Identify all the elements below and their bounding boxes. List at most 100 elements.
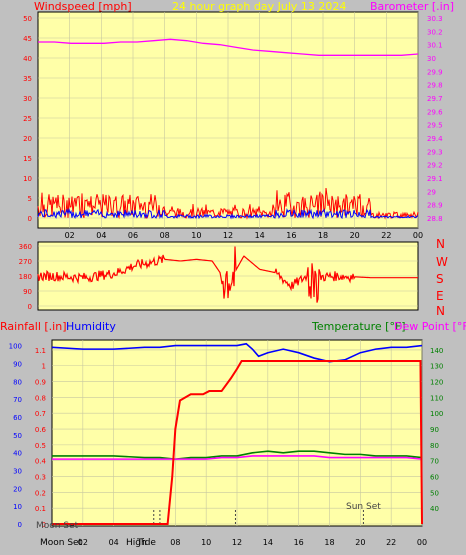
rainfall-tick-label: 0 xyxy=(42,521,46,529)
windspeed-tick-label: 50 xyxy=(23,15,32,23)
barometer-tick-label: 29.7 xyxy=(427,95,443,103)
rainfall-tick-label: 0.5 xyxy=(35,442,46,450)
windspeed-label: Windspeed [mph] xyxy=(34,0,132,13)
direction-line xyxy=(37,246,418,303)
barometer-tick-label: 29.4 xyxy=(427,135,443,143)
windspeed-tick-label: 0 xyxy=(28,215,32,223)
humidity-tick-label: 100 xyxy=(9,343,22,351)
barometer-tick-label: 29.5 xyxy=(427,122,443,130)
humidity-tick-label: 80 xyxy=(13,378,22,386)
dewpoint-line xyxy=(52,455,423,460)
hour-tick-label: 12 xyxy=(223,231,233,240)
windspeed-tick-label: 45 xyxy=(23,35,32,43)
barometer-label: Barometer [.in] xyxy=(370,0,454,13)
humidity-tick-label: 60 xyxy=(13,414,22,422)
rainfall-tick-label: 0.7 xyxy=(35,410,46,418)
temperature-tick-label: 130 xyxy=(430,363,443,371)
wind-ticks: 0 5 10 15 20 25 30 35 40 45 50 02 04 06 08 10 12 14 16 18 20… xyxy=(23,15,443,240)
rainfall-tick-label: 0.6 xyxy=(35,426,47,434)
temperature-tick-label: 120 xyxy=(430,379,443,387)
wind-grid xyxy=(38,12,419,228)
barometer-tick-label: 28.8 xyxy=(427,215,443,223)
direction-tick-label: 270 xyxy=(19,258,32,266)
direction-ticks: 0 90 180 270 360 xyxy=(19,243,32,311)
temperature-tick-label: 90 xyxy=(430,426,439,434)
temp-hour-tick-label: 10 xyxy=(201,538,211,547)
barometer-tick-label: 29.6 xyxy=(427,108,443,116)
humidity-tick-label: 50 xyxy=(13,432,22,440)
barometer-tick-label: 29.1 xyxy=(427,175,443,183)
compass-s: S xyxy=(436,272,444,286)
high-tide-label: High xyxy=(126,538,147,548)
humidity-tick-label: 0 xyxy=(18,521,22,529)
hour-tick-label: 20 xyxy=(350,231,360,240)
temperature-label: Temperature [°F] xyxy=(311,320,406,333)
direction-tick-label: 360 xyxy=(19,243,32,251)
hour-tick-label: 18 xyxy=(318,231,328,240)
hour-tick-label: 06 xyxy=(128,231,138,240)
barometer-tick-label: 29.8 xyxy=(427,82,443,90)
barometer-tick-label: 29 xyxy=(427,188,436,196)
rainfall-tick-label: 0.3 xyxy=(35,474,46,482)
temp-hour-tick-label: 14 xyxy=(263,538,273,547)
compass-w: W xyxy=(436,255,448,269)
temperature-tick-label: 100 xyxy=(430,410,443,418)
temp-hour-tick-label: 12 xyxy=(232,538,242,547)
humidity-tick-label: 90 xyxy=(13,360,22,368)
barometer-tick-label: 29.3 xyxy=(427,148,443,156)
humidity-tick-label: 10 xyxy=(13,503,22,511)
hour-tick-label: 16 xyxy=(286,231,296,240)
humidity-tick-label: 20 xyxy=(13,485,22,493)
temperature-line xyxy=(52,450,423,460)
temp-hour-tick-label: 18 xyxy=(324,538,334,547)
windspeed-tick-label: 10 xyxy=(23,175,32,183)
temp-hour-tick-label: 22 xyxy=(386,538,396,547)
windspeed-tick-label: 30 xyxy=(23,95,32,103)
dewpoint-label: Dew Point [°F] xyxy=(394,320,466,333)
barometer-tick-label: 30.3 xyxy=(427,15,443,23)
direction-tick-label: 90 xyxy=(23,288,32,296)
rainfall-label: Rainfall [.in] xyxy=(0,320,67,333)
direction-tick-label: 180 xyxy=(19,273,32,281)
windspeed-tick-label: 25 xyxy=(23,115,32,123)
direction-tick-label: 0 xyxy=(28,303,32,311)
wind-series xyxy=(37,38,419,220)
sun-set-label: Sun Set xyxy=(346,502,381,512)
barometer-tick-label: 29.9 xyxy=(427,68,443,76)
tide-label: Tide xyxy=(136,538,156,548)
temperature-tick-label: 50 xyxy=(430,489,439,497)
hour-tick-label: 22 xyxy=(381,231,391,240)
rainfall-tick-label: 0.9 xyxy=(35,379,46,387)
temperature-tick-label: 80 xyxy=(430,442,439,450)
temperature-tick-label: 110 xyxy=(430,394,443,402)
temp-ticks: 0 0.1 0.2 0.3 0.4 0.5 0.6 0.7 0.8 0.9 1 1.1 0 10 20 30 4… xyxy=(9,343,444,547)
wind-gust-line xyxy=(37,207,419,220)
temperature-tick-label: 40 xyxy=(430,505,439,513)
temperature-tick-label: 140 xyxy=(430,347,443,355)
humidity-line xyxy=(51,342,423,363)
windspeed-tick-label: 5 xyxy=(28,195,32,203)
hour-tick-label: 00 xyxy=(413,231,423,240)
hour-tick-label: 04 xyxy=(96,231,106,240)
temp-hour-tick-label: 00 xyxy=(417,538,427,547)
windspeed-tick-label: 15 xyxy=(23,155,32,163)
barometer-tick-label: 30.1 xyxy=(427,42,443,50)
barometer-tick-label: 30.2 xyxy=(427,28,443,36)
rainfall-tick-label: 0.4 xyxy=(35,458,47,466)
hour-tick-label: 02 xyxy=(65,231,75,240)
temperature-tick-label: 70 xyxy=(430,458,439,466)
humidity-tick-label: 70 xyxy=(13,396,22,404)
rainfall-tick-label: 1 xyxy=(42,363,46,371)
temp-hour-tick-label: 20 xyxy=(355,538,365,547)
barometer-tick-label: 30 xyxy=(427,55,436,63)
barometer-tick-label: 28.9 xyxy=(427,202,443,210)
windspeed-tick-label: 35 xyxy=(23,75,32,83)
temp-hour-tick-label: 04 xyxy=(109,538,119,547)
temp-hour-tick-label: 02 xyxy=(78,538,88,547)
direction-series xyxy=(37,246,418,303)
rainfall-tick-label: 1.1 xyxy=(35,347,46,355)
barometer-line xyxy=(38,38,419,56)
hour-tick-label: 08 xyxy=(160,231,170,240)
compass-n-top: N xyxy=(436,237,445,251)
